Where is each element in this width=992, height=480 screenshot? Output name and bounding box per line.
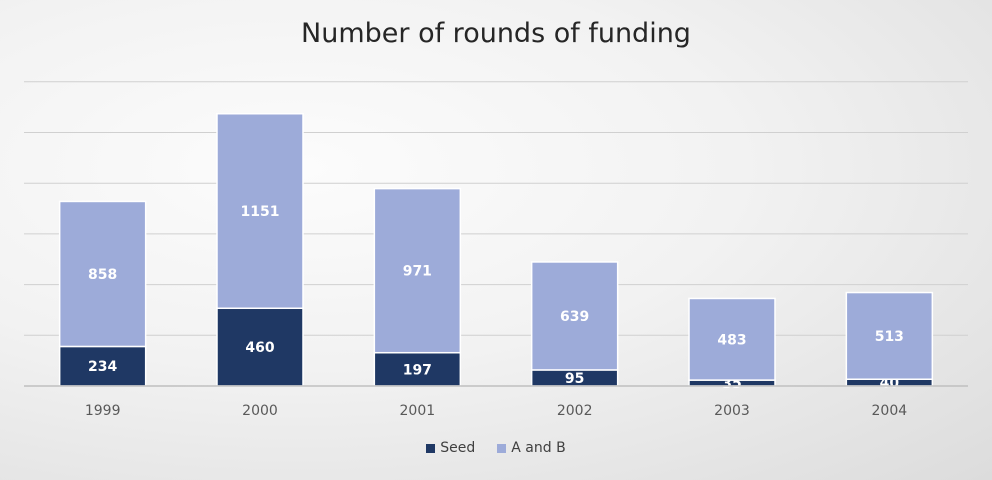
data-label: 971 — [403, 264, 432, 280]
legend-label: A and B — [511, 440, 566, 456]
data-label: 639 — [560, 309, 589, 325]
data-label: 95 — [565, 371, 584, 387]
bar-a-and-b-2001 — [373, 187, 462, 354]
legend-swatch — [497, 443, 507, 453]
legend-swatch — [426, 443, 436, 453]
x-tick-label: 1999 — [85, 403, 121, 419]
legend-item-a-and-b: A and B — [497, 440, 566, 456]
data-label: 513 — [875, 329, 904, 345]
bar-a-and-b-2003 — [688, 297, 776, 381]
data-label: 197 — [403, 362, 432, 378]
x-tick-label: 2002 — [557, 403, 593, 419]
bar-a-and-b-2000 — [216, 112, 304, 310]
x-tick-label: 2000 — [242, 403, 278, 419]
data-label: 483 — [717, 332, 746, 348]
data-label: 1151 — [241, 204, 280, 220]
legend-label: Seed — [440, 440, 476, 456]
x-tick-label: 2003 — [714, 403, 750, 419]
chart-title: Number of rounds of funding — [301, 18, 691, 49]
legend: Seed A and B — [0, 440, 992, 456]
bar-a-and-b-2002 — [530, 261, 619, 371]
bar-a-and-b-1999 — [58, 200, 147, 348]
x-tick-label: 2001 — [400, 403, 436, 419]
data-label: 460 — [245, 340, 274, 356]
legend-item-seed: Seed — [426, 440, 475, 456]
bar-a-and-b-2004 — [845, 291, 934, 380]
x-tick-label: 2004 — [872, 403, 908, 419]
data-label: 234 — [88, 359, 117, 375]
data-label: 858 — [88, 267, 117, 283]
